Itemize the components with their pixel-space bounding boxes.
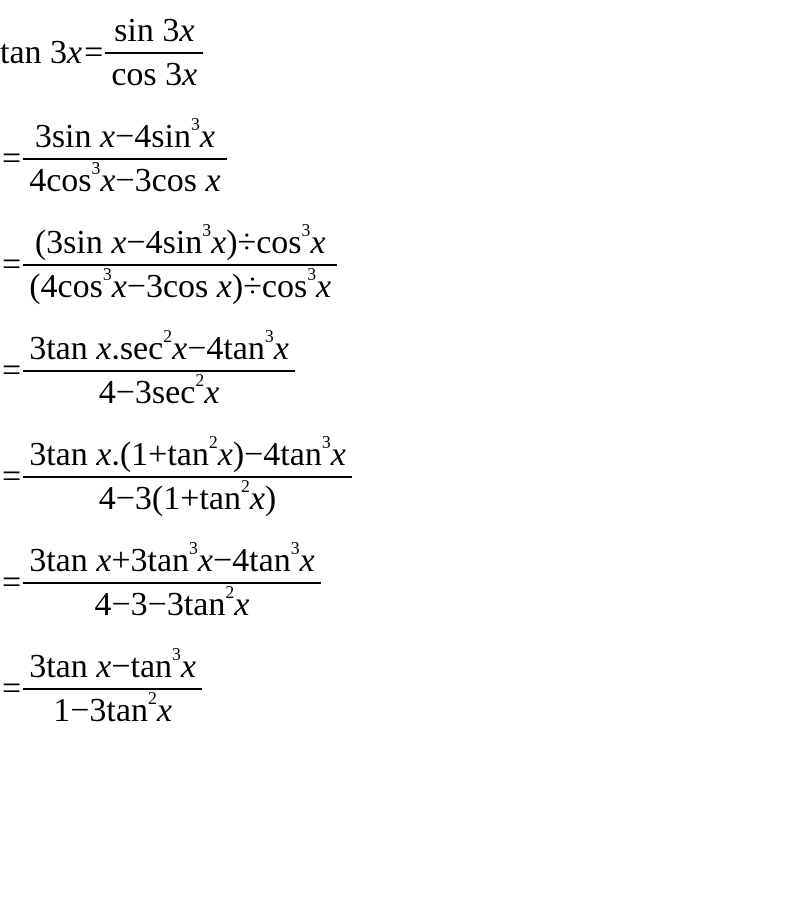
equals-sign: =: [82, 34, 105, 72]
equals-sign: =: [0, 670, 23, 708]
numerator: 3sin x−4sin3x: [23, 118, 226, 160]
math-derivation: tan 3x = sin 3x cos 3x = 3sin x−4sin3x 4…: [0, 12, 800, 730]
equation-line-5: = 3tan x+3tan3x−4tan3x 4−3−3tan2x: [0, 542, 800, 624]
fraction: 3sin x−4sin3x 4cos3x−3cos x: [23, 118, 226, 200]
denominator: 4−3−3tan2x: [23, 584, 320, 624]
denominator: 4−3(1+tan2x): [23, 478, 352, 518]
equals-sign: =: [0, 140, 23, 178]
equals-sign: =: [0, 564, 23, 602]
equals-sign: =: [0, 246, 23, 284]
equals-sign: =: [0, 352, 23, 390]
equals-sign: =: [0, 458, 23, 496]
denominator: 4cos3x−3cos x: [23, 160, 226, 200]
fraction: 3tan x.(1+tan2x)−4tan3x 4−3(1+tan2x): [23, 436, 352, 518]
fraction: sin 3x cos 3x: [105, 12, 203, 94]
denominator: (4cos3x−3cos x)÷cos3x: [23, 266, 337, 306]
denominator: 1−3tan2x: [23, 690, 202, 730]
denominator: 4−3sec2x: [23, 372, 295, 412]
equation-line-1: = 3sin x−4sin3x 4cos3x−3cos x: [0, 118, 800, 200]
numerator: sin 3x: [105, 12, 203, 54]
equation-line-6: = 3tan x−tan3x 1−3tan2x: [0, 648, 800, 730]
fraction: 3tan x+3tan3x−4tan3x 4−3−3tan2x: [23, 542, 320, 624]
numerator: 3tan x−tan3x: [23, 648, 202, 690]
equation-line-4: = 3tan x.(1+tan2x)−4tan3x 4−3(1+tan2x): [0, 436, 800, 518]
numerator: (3sin x−4sin3x)÷cos3x: [23, 224, 337, 266]
equation-line-2: = (3sin x−4sin3x)÷cos3x (4cos3x−3cos x)÷…: [0, 224, 800, 306]
fraction: 3tan x.sec2x−4tan3x 4−3sec2x: [23, 330, 295, 412]
equation-line-0: tan 3x = sin 3x cos 3x: [0, 12, 800, 94]
denominator: cos 3x: [105, 54, 203, 94]
equation-line-3: = 3tan x.sec2x−4tan3x 4−3sec2x: [0, 330, 800, 412]
numerator: 3tan x.sec2x−4tan3x: [23, 330, 295, 372]
numerator: 3tan x.(1+tan2x)−4tan3x: [23, 436, 352, 478]
fraction: (3sin x−4sin3x)÷cos3x (4cos3x−3cos x)÷co…: [23, 224, 337, 306]
fraction: 3tan x−tan3x 1−3tan2x: [23, 648, 202, 730]
numerator: 3tan x+3tan3x−4tan3x: [23, 542, 320, 584]
lhs: tan 3x: [0, 34, 82, 72]
